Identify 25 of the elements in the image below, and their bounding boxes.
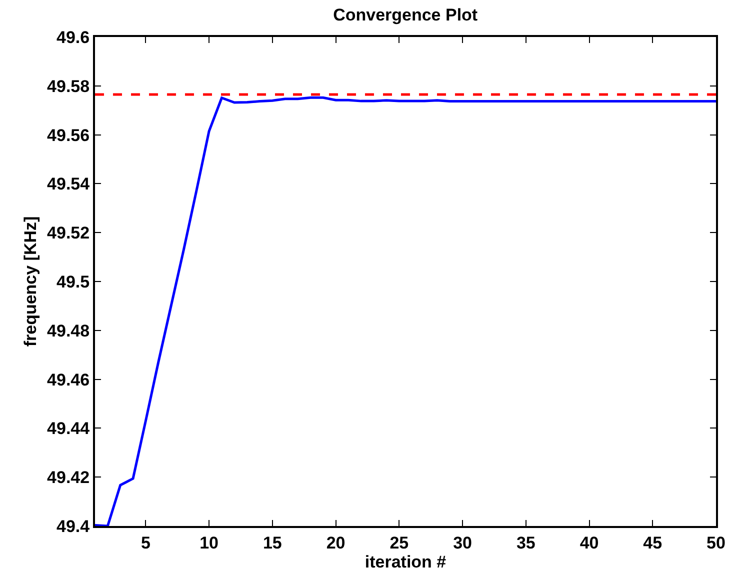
y-tick-label: 49.5 xyxy=(56,272,90,292)
x-tick-label: 5 xyxy=(140,533,150,552)
y-tick-label: 49.42 xyxy=(47,468,90,488)
x-tick-label: 50 xyxy=(706,533,726,552)
line-series xyxy=(95,96,716,526)
y-tick-label: 49.4 xyxy=(56,516,90,536)
y-tick-label: 49.46 xyxy=(47,370,90,390)
y-tick-label: 49.6 xyxy=(56,28,90,47)
x-tick-label: 45 xyxy=(643,533,662,552)
y-tick-label: 49.54 xyxy=(47,174,90,194)
x-tick-label: 35 xyxy=(516,533,536,552)
y-tick-label: 49.48 xyxy=(47,321,90,340)
x-axis-title: iteration # xyxy=(364,552,447,572)
x-tick-label: 30 xyxy=(453,533,472,552)
y-tick-label: 49.58 xyxy=(47,76,90,96)
x-tick-label: 15 xyxy=(262,533,282,552)
x-tick-label: 10 xyxy=(200,533,219,552)
x-tick-label: 25 xyxy=(390,533,409,552)
y-tick-label: 49.56 xyxy=(47,126,90,145)
x-tick-label: 40 xyxy=(580,533,599,552)
y-tick-label: 49.52 xyxy=(47,224,90,243)
y-tick-label: 49.44 xyxy=(47,419,90,438)
chart-title: Convergence Plot xyxy=(333,6,478,25)
x-tick-label: 20 xyxy=(326,533,346,552)
y-axis-title: frequency [KHz] xyxy=(21,216,40,347)
